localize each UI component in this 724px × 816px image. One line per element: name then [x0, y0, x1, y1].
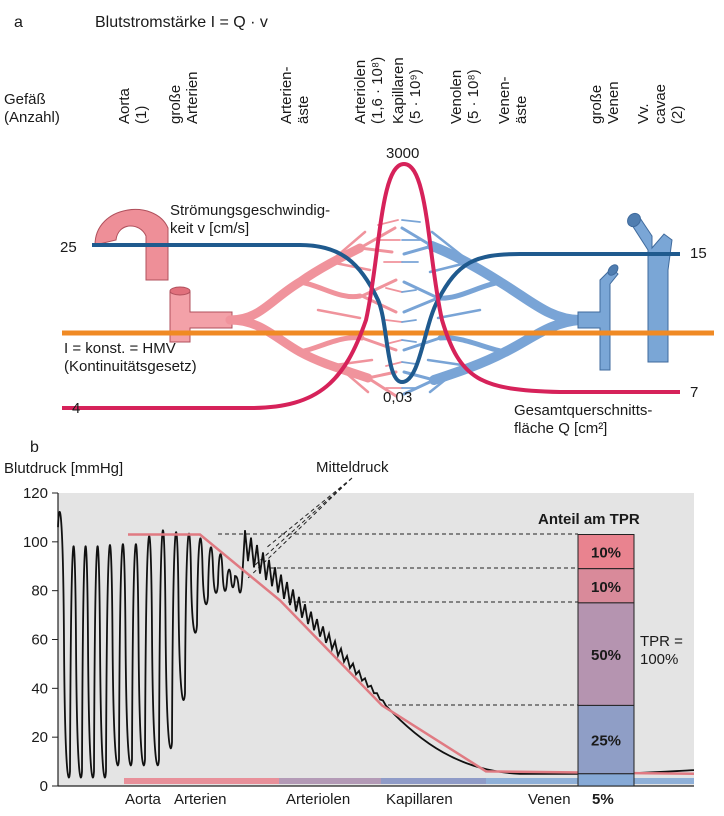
y-tick-label: 120 — [23, 485, 48, 502]
tpr-segment-label: 10% — [591, 579, 621, 596]
segment-band-arterioles — [279, 778, 381, 784]
tpr-title: Anteil am TPR — [538, 511, 640, 528]
large-vein-shape — [577, 267, 619, 371]
panel-a-letter: a — [14, 14, 23, 31]
vessel-arterioles-name: Arteriolen — [352, 60, 369, 124]
y-tick-label: 20 — [31, 729, 48, 746]
vessel-large-veins-name2: Venen — [605, 81, 622, 124]
tpr-segment — [577, 568, 635, 604]
aortic-arch-shape — [94, 208, 169, 281]
vessel-capillaries: Kapillaren (5 · 10⁹) — [390, 57, 424, 124]
velocity-end-value: 15 — [690, 245, 707, 262]
constant-flow-label: I = konst. = HMV (Kontinuitätsgesetz) — [64, 340, 197, 375]
panel-b-letter: b — [30, 439, 39, 456]
velocity-curve — [92, 243, 680, 385]
constant-flow-label-line2: (Kontinuitätsgesetz) — [64, 358, 197, 375]
tpr-total-line1: TPR = — [640, 633, 683, 650]
vessel-arterioles: Arteriolen (1,6 · 10⁸) — [352, 57, 386, 124]
vessel-venae-cavae-count: (2) — [669, 106, 686, 124]
large-vein-opening — [607, 264, 619, 276]
area-peak-value: 3000 — [386, 145, 419, 162]
panel-b: b Blutdruck [mmHg] 0 20 40 60 80 100 120 Mitte… — [4, 439, 695, 808]
y-tick-label: 40 — [31, 680, 48, 697]
vessel-venae-cavae: Vv. cavae (2) — [635, 84, 686, 124]
tpr-segment — [577, 602, 635, 706]
vessel-arterial-branches-name: Arterien- — [278, 66, 295, 124]
vessel-header-count: (Anzahl) — [4, 109, 60, 126]
vessel-arterial-branches: Arterien- äste — [278, 66, 312, 124]
tpr-segment-label: 50% — [591, 647, 621, 664]
vessel-header: Gefäß (Anzahl) Aorta (1) große Arterien … — [4, 57, 686, 126]
segment-band-aorta-arteries — [124, 778, 279, 784]
velocity-label-line2: keit v [cm/s] — [170, 220, 249, 237]
area-label-line2: fläche Q [cm²] — [514, 420, 607, 437]
cross-section-curve — [62, 161, 680, 410]
vessel-large-arteries-name2: Arterien — [184, 71, 201, 124]
mean-pressure-line — [128, 533, 695, 776]
y-axis-ticks: 0 20 40 60 80 100 120 — [23, 485, 58, 795]
vessel-large-arteries-name: große — [167, 85, 184, 124]
vessel-capillaries-name: Kapillaren — [390, 57, 407, 124]
vessel-venous-branches: Venen- äste — [496, 76, 530, 124]
tpr-segment-veins — [577, 773, 635, 787]
vessel-venae-cavae-name2: cavae — [652, 84, 669, 124]
tpr-column: 10% 10% 50% 25% — [577, 534, 635, 787]
area-label: Gesamtquerschnitts- fläche Q [cm²] — [514, 402, 652, 437]
tpr-total-label: TPR = 100% — [640, 633, 683, 668]
panel-a: a Blutstromstärke I = Q · v Gefäß (Anzah… — [4, 14, 714, 437]
tpr-total-line2: 100% — [640, 651, 678, 668]
area-label-line1: Gesamtquerschnitts- — [514, 402, 652, 419]
vessel-venae-cavae-name: Vv. — [635, 103, 652, 124]
bottom-label-capillaries: Kapillaren — [386, 791, 453, 808]
tpr-guide-lines — [218, 477, 578, 706]
y-tick-label: 60 — [31, 632, 48, 649]
bottom-label-arterioles: Arteriolen — [286, 791, 350, 808]
venous-share-label: 5% — [592, 791, 614, 808]
vessel-venules-name: Venolen — [448, 70, 465, 124]
large-artery-opening — [169, 286, 191, 296]
constant-flow-label-line1: I = konst. = HMV — [64, 340, 176, 357]
vessel-large-arteries: große Arterien — [167, 71, 201, 124]
area-end-value: 7 — [690, 384, 698, 401]
vessel-large-veins: große Venen — [588, 81, 622, 124]
velocity-min-value: 0,03 — [383, 389, 412, 406]
vessel-header-title: Gefäß — [4, 91, 46, 108]
area-start-value: 4 — [72, 400, 80, 417]
y-tick-label: 80 — [31, 583, 48, 600]
segment-band-capillaries — [381, 778, 486, 784]
vessel-aorta: Aorta (1) — [116, 87, 150, 124]
bottom-label-veins: Venen — [528, 791, 571, 808]
y-tick-label: 100 — [23, 534, 48, 551]
blood-pressure-curve — [57, 511, 695, 779]
vessel-venules: Venolen (5 · 10⁸) — [448, 69, 482, 124]
vessel-venous-branches-name: Venen- — [496, 76, 513, 124]
y-tick-label: 0 — [40, 778, 48, 795]
tpr-segment-label: 10% — [591, 545, 621, 562]
vessel-arterioles-count: (1,6 · 10⁸) — [369, 57, 386, 124]
bottom-label-arteries: Arterien — [174, 791, 227, 808]
velocity-label-line1: Strömungsgeschwindig- — [170, 202, 330, 219]
y-axis-title: Blutdruck [mmHg] — [4, 460, 123, 477]
velocity-start-value: 25 — [60, 239, 77, 256]
mean-pressure-label: Mitteldruck — [316, 459, 389, 476]
large-artery-shape — [169, 291, 233, 343]
vessel-venules-count: (5 · 10⁸) — [465, 69, 482, 124]
vessel-arterial-branches-name2: äste — [295, 96, 312, 124]
vessel-large-veins-name: große — [588, 85, 605, 124]
vena-cava-opening — [627, 212, 641, 228]
tpr-segment-label: 25% — [591, 733, 621, 750]
vessel-aorta-name: Aorta — [116, 87, 133, 124]
vessel-venous-branches-name2: äste — [513, 96, 530, 124]
velocity-label: Strömungsgeschwindig- keit v [cm/s] — [170, 202, 330, 237]
tpr-segment — [577, 704, 635, 775]
vessel-aorta-count: (1) — [133, 106, 150, 124]
vena-cava-shape — [629, 214, 673, 363]
flow-formula: Blutstromstärke I = Q · v — [95, 14, 268, 31]
bottom-label-aorta: Aorta — [125, 791, 162, 808]
vessel-capillaries-count: (5 · 10⁹) — [407, 69, 424, 124]
